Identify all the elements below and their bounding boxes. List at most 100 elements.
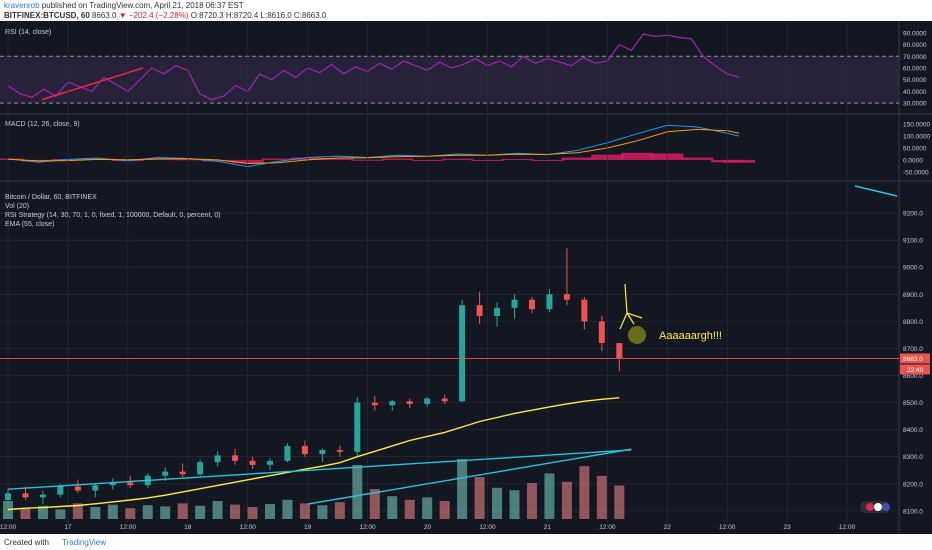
volume-bar	[544, 473, 555, 519]
candle-body	[249, 460, 256, 465]
volume-bar	[247, 507, 258, 519]
rsi-line	[7, 33, 740, 101]
us-flag-icon[interactable]	[860, 501, 890, 513]
candle-body	[511, 299, 518, 308]
last-price-marker: 8663.0 22:40	[900, 353, 930, 375]
price-tick-label: 8200.0	[903, 481, 923, 488]
time-tick-label: 12:00	[240, 524, 257, 531]
price-trendline[interactable]	[307, 448, 632, 505]
price-trendline[interactable]	[7, 449, 632, 490]
doodle-circle	[628, 326, 646, 344]
indicator-rsi-strategy: RSI Strategy (14, 30, 70, 1, 0, fixed, 1…	[5, 212, 221, 219]
candle-body	[528, 299, 535, 310]
candle-body	[92, 485, 99, 491]
time-tick-label: 12:00	[120, 524, 137, 531]
symbol-label: BITFINEX:BTCUSD, 60	[4, 11, 90, 20]
rsi-trendline[interactable]	[41, 67, 144, 101]
candle-body	[459, 305, 466, 402]
volume-bar	[212, 501, 223, 519]
price-tick-label: 8600.0	[903, 373, 923, 380]
volume-bar	[37, 505, 48, 519]
tradingview-link[interactable]: TradingView	[62, 538, 107, 547]
candle-body	[232, 455, 239, 461]
volume-bar	[177, 503, 188, 519]
price-tick-label: 8500.0	[903, 400, 923, 407]
rsi-tick-label: 80.0000	[903, 42, 927, 49]
candle-body	[389, 401, 396, 406]
flag-dot	[866, 503, 874, 511]
macd-tick-label: 100.0000	[903, 134, 930, 141]
rsi-tick-label: 70.0000	[903, 54, 927, 61]
candle-body	[336, 449, 343, 452]
annotation-text: Aaaaaargh!!!	[659, 330, 722, 342]
price-grid	[0, 21, 899, 524]
volume-bar	[439, 501, 450, 519]
offscreen-trendline[interactable]	[854, 185, 898, 197]
volume-bar	[596, 475, 607, 519]
macd-tick-label: 50.0000	[903, 146, 927, 153]
author-link[interactable]: kravenrob	[4, 1, 40, 10]
price-trendlines[interactable]	[7, 448, 632, 505]
macd-hist-bar	[621, 152, 654, 160]
candle-body	[57, 486, 64, 495]
volume-bar	[282, 499, 293, 519]
rsi-axis: 90.0000 80.0000 70.0000 60.0000 50.0000 40.00…	[903, 30, 927, 107]
time-axis[interactable]: 12:00 17 12:00 18 12:00 19 12:00 20 12:00 21 12:00…	[0, 524, 856, 531]
volume-bars	[3, 459, 625, 519]
candle-body	[197, 462, 204, 475]
volume-bar	[492, 487, 503, 519]
price-axis: 9200.0 9100.0 9000.0 8900.0 8800.0 8700.0 8600…	[903, 211, 923, 516]
time-tick-label: 12:00	[599, 524, 616, 531]
candle-body	[266, 460, 273, 465]
macd-hist-bar	[381, 158, 414, 160]
created-with-text: Created with	[4, 538, 49, 547]
doodle-annotation[interactable]: Aaaaaargh!!!	[619, 283, 722, 344]
volume-bar	[264, 504, 275, 519]
candle-body	[546, 294, 553, 310]
volume-bar	[317, 505, 328, 519]
rsi-pane[interactable]: 90.0000 80.0000 70.0000 60.0000 50.0000 40.00…	[0, 29, 927, 108]
price-tick-label: 8300.0	[903, 454, 923, 461]
volume-bar	[404, 499, 415, 519]
timer-box	[900, 364, 930, 375]
macd-line	[7, 124, 740, 168]
volume-bar	[387, 496, 398, 519]
volume-bar	[422, 497, 433, 519]
candle-body	[214, 455, 221, 463]
price-pane[interactable]: 9200.0 9100.0 9000.0 8900.0 8800.0 8700.0 8600…	[0, 21, 930, 524]
macd-tick-label: 0.0000	[903, 157, 923, 164]
time-tick-label: 22	[664, 524, 672, 531]
candle-body	[371, 402, 378, 406]
candle-body	[424, 398, 431, 404]
time-tick-label: 21	[544, 524, 552, 531]
volume-bar	[561, 481, 572, 519]
candle-body	[319, 449, 326, 455]
doodle-stroke	[619, 312, 628, 330]
volume-bar	[334, 502, 345, 519]
candle-body	[301, 445, 308, 455]
change-label: ▼ −202.4 (−2.28%)	[118, 11, 189, 20]
doodle-stroke	[624, 283, 628, 314]
flag-dot	[874, 503, 882, 511]
signal-line	[7, 128, 740, 165]
volume-bar	[526, 483, 537, 519]
candle-body	[127, 482, 134, 486]
price-label: 8663.0	[92, 11, 117, 20]
macd-hist-bar	[561, 157, 594, 160]
chart-canvas: 90.0000 80.0000 70.0000 60.0000 50.0000 40.00…	[0, 21, 932, 534]
volume-bar	[195, 505, 206, 519]
rsi-tick-label: 30.0000	[903, 101, 927, 108]
volume-bar	[509, 490, 520, 519]
rsi-title: RSI (14, close)	[5, 29, 51, 36]
macd-hist-bar	[441, 158, 474, 160]
price-tick-label: 9100.0	[903, 238, 923, 245]
price-tick-label: 8900.0	[903, 292, 923, 299]
volume-bar	[614, 485, 625, 519]
rsi-tick-label: 40.0000	[903, 89, 927, 96]
indicator-ema: EMA (55, close)	[5, 221, 54, 228]
candle-body	[5, 493, 11, 501]
time-tick-label: 19	[304, 524, 312, 531]
ema-line	[7, 397, 620, 511]
price-tick-label: 8700.0	[903, 346, 923, 353]
indicator-vol: Vol (20)	[5, 203, 29, 210]
